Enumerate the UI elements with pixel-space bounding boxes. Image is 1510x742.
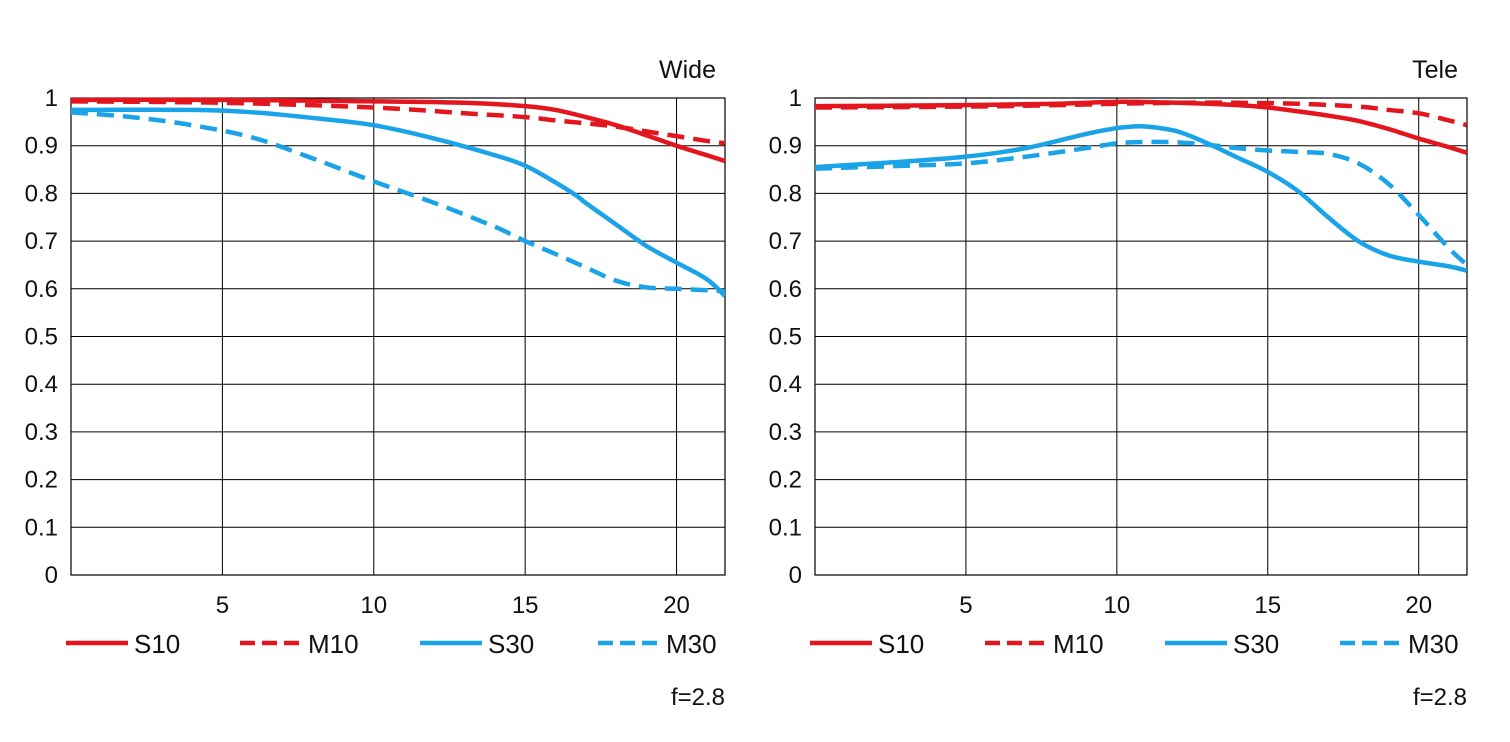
y-tick-label: 0.5 xyxy=(25,324,58,351)
x-tick-label: 15 xyxy=(1254,592,1281,619)
legend-label-m10: M10 xyxy=(1053,629,1104,659)
y-tick-label: 0.3 xyxy=(769,419,802,446)
series-line-s10 xyxy=(71,97,725,164)
x-tick-label: 10 xyxy=(360,592,387,619)
plot-frame xyxy=(814,97,1468,576)
aperture-note: f=2.8 xyxy=(671,684,725,711)
chart-title: Tele xyxy=(1412,56,1458,84)
legend-label-s30: S30 xyxy=(1233,629,1279,659)
legend-label-s10: S10 xyxy=(878,629,924,659)
y-tick-label: 1 xyxy=(789,85,802,112)
series-line-m30 xyxy=(815,139,1467,267)
series-line-m10 xyxy=(815,100,1467,128)
y-tick-label: 0.4 xyxy=(769,371,802,398)
series-line-s30 xyxy=(71,107,725,298)
x-tick-label: 20 xyxy=(1405,592,1432,619)
y-tick-label: 0.3 xyxy=(25,419,58,446)
series-line-m30 xyxy=(71,110,725,294)
y-tick-label: 0.2 xyxy=(25,467,58,494)
x-tick-label: 5 xyxy=(959,592,972,619)
y-tick-label: 0 xyxy=(789,562,802,589)
y-tick-label: 0.9 xyxy=(25,133,58,160)
series-line-s30 xyxy=(815,123,1467,273)
y-tick-label: 0.8 xyxy=(25,180,58,207)
chart-title: Wide xyxy=(659,56,716,84)
legend-label-m30: M30 xyxy=(666,629,717,659)
legend-label-m10: M10 xyxy=(308,629,359,659)
aperture-note: f=2.8 xyxy=(1413,684,1467,711)
y-tick-label: 0.5 xyxy=(769,324,802,351)
y-tick-label: 0.7 xyxy=(25,228,58,255)
y-tick-label: 0.2 xyxy=(769,467,802,494)
legend-label-m30: M30 xyxy=(1408,629,1459,659)
y-tick-label: 0.6 xyxy=(25,276,58,303)
x-tick-label: 5 xyxy=(216,592,229,619)
y-tick-label: 0.9 xyxy=(769,133,802,160)
y-tick-label: 0.6 xyxy=(769,276,802,303)
y-tick-label: 0.8 xyxy=(769,180,802,207)
x-tick-label: 15 xyxy=(512,592,539,619)
y-tick-label: 0.7 xyxy=(769,228,802,255)
series-line-m10 xyxy=(71,99,725,146)
y-tick-label: 0.1 xyxy=(769,514,802,541)
y-tick-label: 0.1 xyxy=(25,514,58,541)
legend-label-s10: S10 xyxy=(134,629,180,659)
legend-label-s30: S30 xyxy=(488,629,534,659)
x-tick-label: 10 xyxy=(1104,592,1131,619)
y-tick-label: 1 xyxy=(45,85,58,112)
x-tick-label: 20 xyxy=(663,592,690,619)
y-tick-label: 0 xyxy=(45,562,58,589)
plot-frame xyxy=(70,97,726,576)
y-tick-label: 0.4 xyxy=(25,371,58,398)
